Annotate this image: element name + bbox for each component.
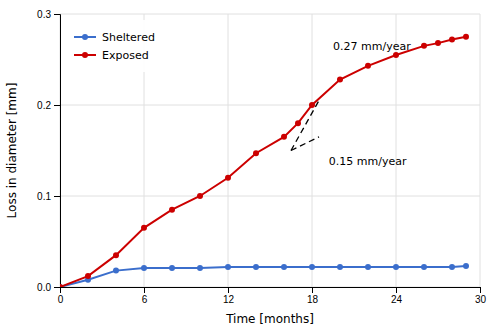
grid-line-x <box>480 14 481 287</box>
y-tick: 0.0 <box>37 282 60 293</box>
point <box>197 265 203 271</box>
annotation: 0.27 mm/year <box>333 40 411 53</box>
legend-swatch-marker <box>82 52 88 58</box>
point <box>113 268 119 274</box>
chart: 0 6 12 18 24 30 0.0 0.1 0.2 0.3 0.27 mm/year 0.15 m… <box>0 0 500 331</box>
x-tick-label: 30 <box>475 294 487 305</box>
series-line <box>60 37 466 287</box>
series-line <box>60 266 466 287</box>
x-tick: 12 <box>223 287 235 305</box>
legend: Sheltered Exposed <box>66 20 165 72</box>
point <box>309 264 315 270</box>
y-tick: 0.1 <box>37 191 60 202</box>
x-tick-label: 12 <box>223 294 235 305</box>
plot-area: 0 6 12 18 24 30 0.0 0.1 0.2 0.3 0.27 mm/year 0.15 m… <box>37 9 486 305</box>
y-axis-title: Loss in diameter [mm] <box>5 83 19 219</box>
x-tick-mark <box>480 287 481 293</box>
slope-line <box>291 137 319 151</box>
point <box>337 264 343 270</box>
x-tick-mark <box>228 287 229 293</box>
point <box>253 264 259 270</box>
point <box>281 134 287 140</box>
x-tick: 0 <box>58 287 64 305</box>
y-axis: 0.0 0.1 0.2 0.3 <box>37 9 60 293</box>
y-tick-mark <box>54 196 60 197</box>
point <box>253 150 259 156</box>
grid-line-x <box>312 14 313 287</box>
point <box>169 265 175 271</box>
y-tick-label: 0.2 <box>37 100 51 111</box>
point <box>295 120 301 126</box>
point <box>197 193 203 199</box>
annotation: 0.15 mm/year <box>329 155 407 168</box>
x-tick: 24 <box>391 287 403 305</box>
y-tick: 0.3 <box>37 9 60 20</box>
point <box>141 265 147 271</box>
y-tick-mark <box>54 14 60 15</box>
point <box>435 40 441 46</box>
point <box>449 264 455 270</box>
point <box>463 34 469 40</box>
x-tick-mark <box>144 287 145 293</box>
legend-label: Exposed <box>102 49 149 62</box>
point <box>113 252 119 258</box>
y-tick-label: 0.1 <box>37 191 51 202</box>
point <box>281 264 287 270</box>
legend-background <box>66 20 165 72</box>
point <box>309 102 315 108</box>
grid <box>60 14 480 287</box>
point <box>225 175 231 181</box>
point <box>393 264 399 270</box>
point <box>365 63 371 69</box>
slope-line <box>291 100 319 150</box>
y-tick-mark <box>54 105 60 106</box>
y-tick-mark <box>54 287 60 288</box>
point <box>225 264 231 270</box>
point <box>141 225 147 231</box>
x-axis: 0 6 12 18 24 30 <box>58 287 487 305</box>
y-tick-label: 0.0 <box>37 282 51 293</box>
legend-item: Sheltered <box>74 31 155 44</box>
point <box>463 263 469 269</box>
x-tick-mark <box>396 287 397 293</box>
grid-line-y <box>60 14 480 15</box>
point <box>421 264 427 270</box>
y-tick-label: 0.3 <box>37 9 51 20</box>
point <box>337 77 343 83</box>
point <box>393 52 399 58</box>
legend-item: Exposed <box>74 49 149 62</box>
y-tick: 0.2 <box>37 100 60 111</box>
legend-swatch-marker <box>82 34 88 40</box>
x-tick-label: 0 <box>58 294 64 305</box>
x-tick: 6 <box>142 287 148 305</box>
point <box>169 207 175 213</box>
x-tick-label: 24 <box>391 294 403 305</box>
x-tick-mark <box>312 287 313 293</box>
point <box>85 273 91 279</box>
point <box>60 284 63 287</box>
point <box>60 284 63 287</box>
x-tick-label: 6 <box>142 294 148 305</box>
x-tick-label: 18 <box>307 294 319 305</box>
legend-label: Sheltered <box>102 31 155 44</box>
grid-line-y <box>60 196 480 197</box>
y-axis-line <box>54 15 61 288</box>
point <box>449 36 455 42</box>
x-axis-line <box>61 288 481 294</box>
x-tick: 30 <box>475 287 487 305</box>
point <box>421 43 427 49</box>
x-axis-title: Time [months] <box>225 312 314 326</box>
grid-line-x <box>228 14 229 287</box>
point <box>365 264 371 270</box>
x-tick: 18 <box>307 287 319 305</box>
grid-line-y <box>60 105 480 106</box>
